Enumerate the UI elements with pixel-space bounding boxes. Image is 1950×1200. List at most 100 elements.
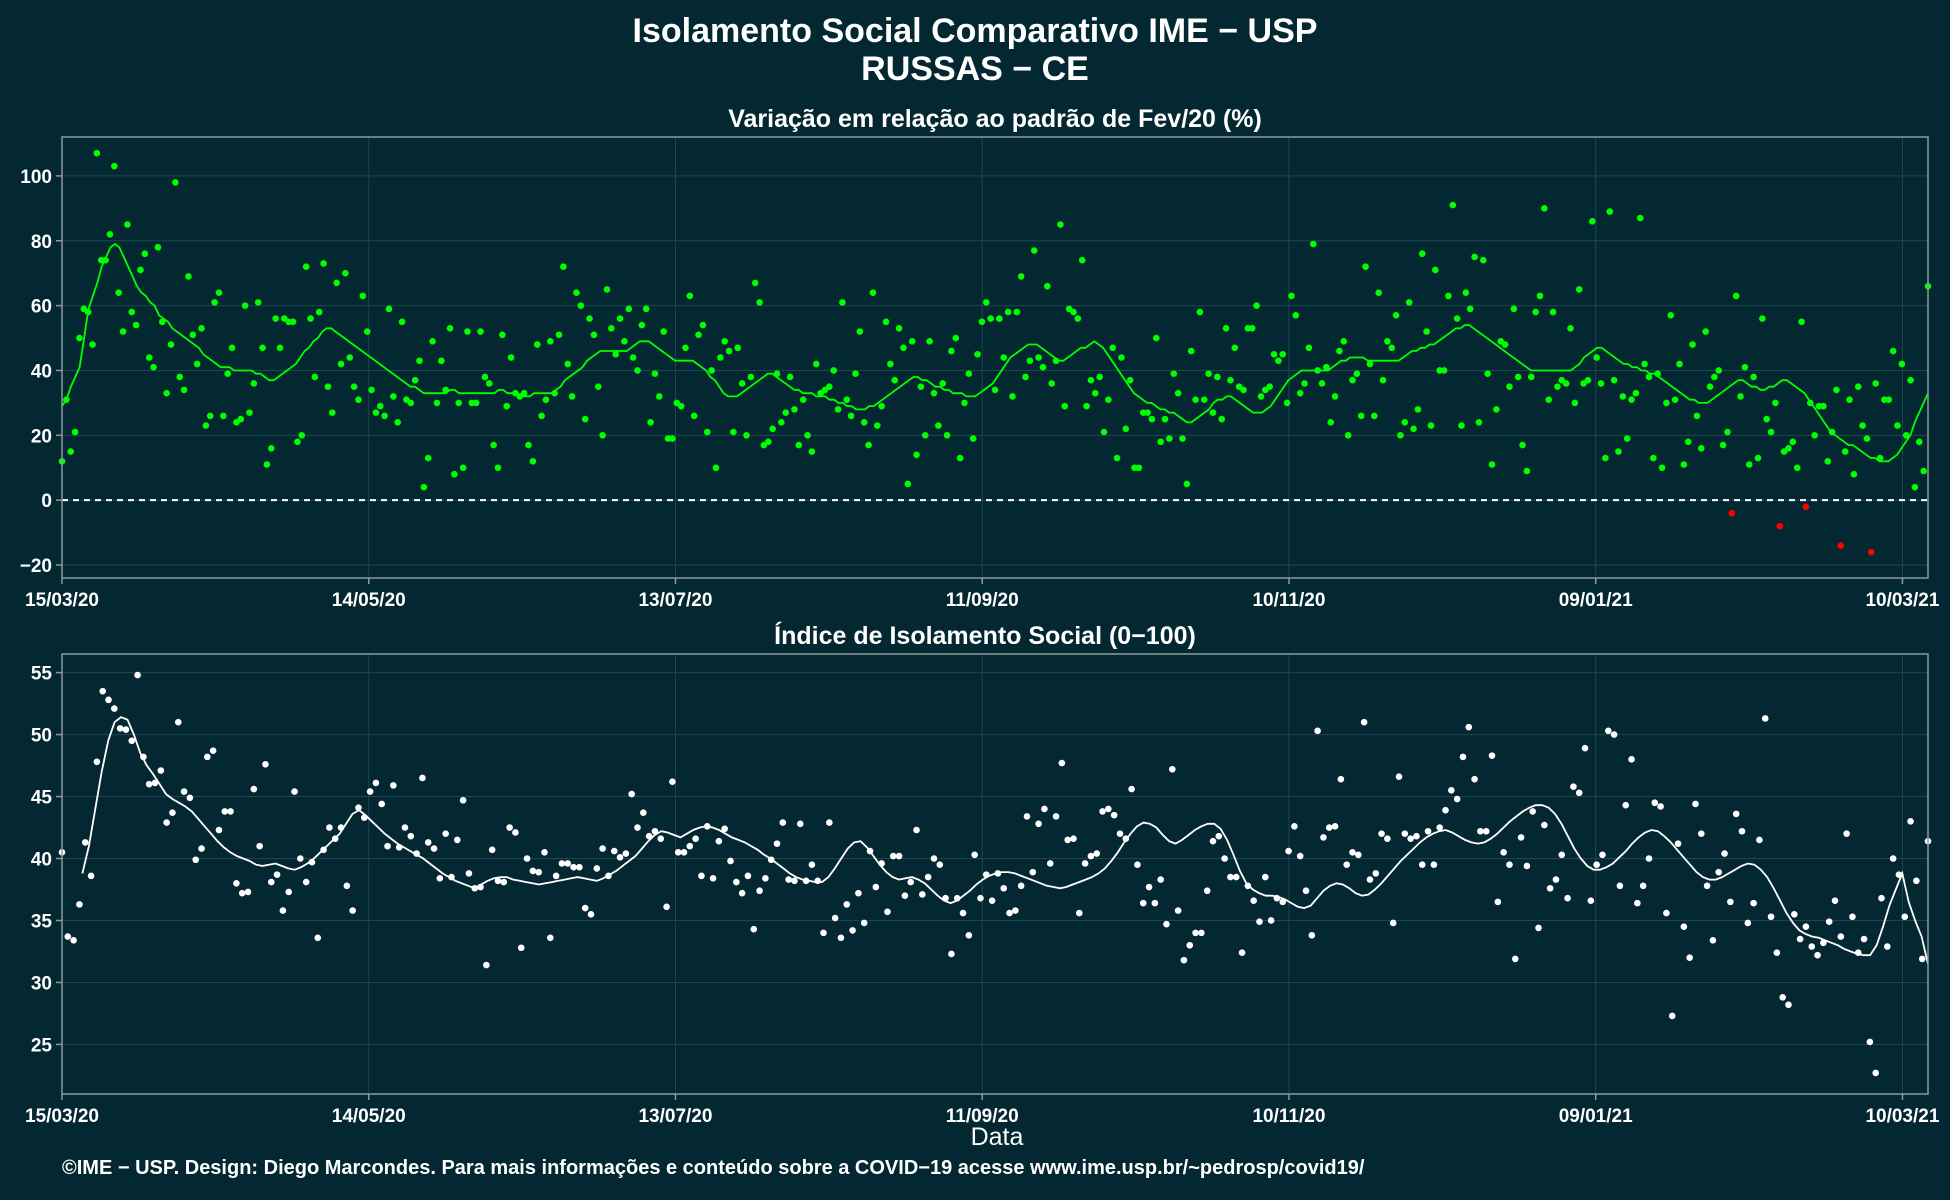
panel1-point: [1109, 344, 1117, 352]
panel2-point: [378, 800, 386, 808]
panel1-x-axis: 15/03/20 14/05/20 13/07/20 11/09/20 10/11/20…: [25, 578, 1940, 611]
panel1-point: [555, 331, 563, 339]
panel1-point: [381, 412, 388, 420]
panel1-point: [590, 331, 598, 339]
panel2-point: [959, 909, 967, 917]
panel1-point: [254, 299, 262, 306]
panel2-point: [401, 824, 409, 831]
panel1-point: [485, 380, 493, 387]
panel1-x-tick-label: 15/03/20: [25, 590, 99, 611]
panel2-point: [151, 779, 159, 787]
panel1-point: [137, 266, 144, 274]
panel1-point: [1833, 386, 1840, 394]
panel2-point: [1878, 894, 1885, 902]
panel1-point: [843, 396, 851, 403]
panel1-point: [1793, 464, 1801, 472]
panel1-point: [1763, 415, 1770, 423]
panel1-point: [948, 347, 955, 355]
panel2-point: [820, 929, 827, 937]
panel2-point: [157, 767, 165, 774]
panel2-point: [1482, 827, 1490, 835]
panel1-point: [494, 464, 502, 472]
panel1-point: [1645, 373, 1653, 381]
panel1-point: [1301, 380, 1308, 387]
panel2-point: [698, 872, 705, 880]
panel1-point: [882, 318, 890, 326]
panel1-point: [1314, 367, 1321, 374]
panel1-point: [795, 441, 803, 449]
panel1-point: [773, 370, 781, 378]
panel2-point: [645, 832, 653, 840]
panel1-point: [189, 331, 197, 339]
panel1-point: [424, 454, 432, 462]
panel2-points: [58, 671, 1932, 1077]
panel1-point: [1510, 305, 1518, 313]
panel1-point: [852, 370, 859, 378]
panel2-point: [1418, 861, 1426, 869]
panel1-point: [1375, 289, 1382, 296]
panel1-point: [1501, 341, 1509, 348]
panel2-point: [1070, 835, 1077, 842]
panel2-point: [756, 887, 763, 895]
panel2-point: [692, 835, 699, 842]
panel1-point: [1824, 457, 1832, 465]
panel2-x-tick-label: 10/03/21: [1865, 1106, 1939, 1127]
panel2-point: [1355, 851, 1362, 859]
panel2-point: [884, 908, 891, 916]
panel2-point: [622, 850, 630, 857]
panel1-point: [1466, 305, 1474, 313]
panel1-point: [1153, 334, 1160, 342]
panel2-point: [802, 877, 810, 885]
panel1-point: [1288, 292, 1295, 300]
panel2-point: [1366, 876, 1374, 883]
panel1-point: [1549, 308, 1557, 316]
panel2-point: [355, 804, 362, 811]
panel1-point: [895, 325, 903, 332]
panel1-x-tick-label: 09/01/21: [1559, 590, 1633, 611]
panel1-point: [250, 380, 258, 387]
panel1-point: [267, 444, 275, 452]
page-title: Isolamento Social Comparativo IME − USP: [632, 12, 1318, 50]
panel2-point: [372, 779, 380, 787]
panel1-point: [1610, 376, 1618, 384]
panel2-point: [140, 753, 147, 761]
panel2-xlabel: Data: [971, 1123, 1024, 1151]
panel2-point: [1134, 861, 1141, 869]
panel1-point: [826, 383, 833, 390]
panel2-point: [250, 785, 258, 793]
panel2-point: [1448, 787, 1455, 794]
panel1-point: [1859, 422, 1866, 429]
panel2-point: [1756, 836, 1763, 844]
panel2-point: [343, 882, 351, 890]
panel2-point: [616, 853, 624, 861]
panel2-point: [1581, 744, 1589, 752]
panel2-point: [1552, 876, 1560, 883]
panel2-point: [1546, 884, 1554, 892]
panel1-point: [346, 354, 354, 361]
panel2-point: [442, 830, 449, 838]
panel2-point: [599, 845, 606, 852]
panel2-point: [1372, 870, 1380, 877]
panel1-point: [808, 448, 816, 455]
panel2-point: [651, 827, 659, 835]
panel1-point: [1737, 393, 1744, 400]
panel2-point: [1320, 834, 1327, 841]
panel2-point: [1587, 897, 1595, 904]
panel2-point: [581, 904, 589, 912]
panel1-point: [747, 373, 755, 381]
panel2-point: [1913, 877, 1920, 885]
panel1-point: [1231, 344, 1239, 352]
panel2-point: [1407, 835, 1414, 842]
panel1-point: [1174, 389, 1182, 397]
panel1-x-tick-label: 10/11/20: [1252, 590, 1325, 611]
panel1-point: [1697, 444, 1705, 452]
panel2-point: [221, 808, 229, 815]
panel2-point: [1901, 913, 1909, 921]
panel2-point: [1174, 907, 1182, 914]
panel1-point: [1471, 253, 1478, 261]
panel1-point: [1074, 315, 1082, 322]
panel1-moving-average-line: [61, 242, 1929, 463]
panel1-point: [1148, 415, 1156, 423]
panel1-point: [63, 396, 70, 403]
